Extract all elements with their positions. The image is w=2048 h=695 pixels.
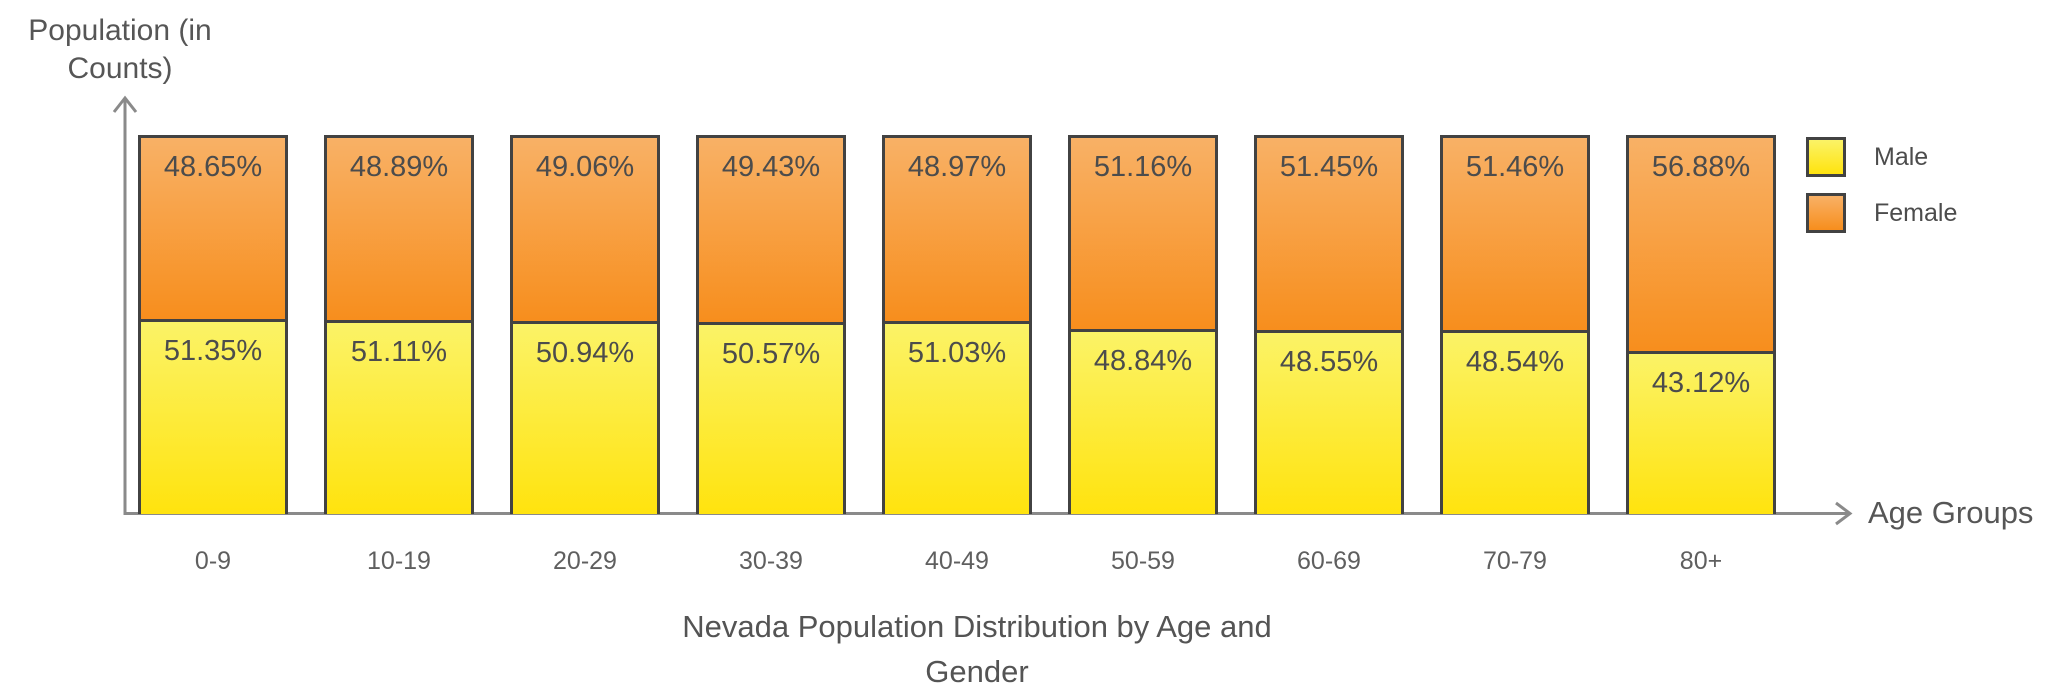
- x-tick-label: 40-49: [925, 547, 989, 575]
- y-axis-arrowhead-icon: [112, 95, 138, 113]
- male-segment: 51.35%: [138, 319, 288, 514]
- male-value-label: 48.55%: [1279, 345, 1379, 378]
- female-value-label: 49.43%: [721, 151, 821, 183]
- male-segment: 51.11%: [324, 320, 474, 514]
- bar-70-79: 51.46% 48.54%: [1440, 135, 1590, 514]
- female-value-label: 51.46%: [1465, 151, 1565, 183]
- male-value-label: 50.94%: [535, 336, 635, 369]
- female-segment: 51.16%: [1068, 135, 1218, 329]
- x-tick-label: 20-29: [553, 547, 617, 575]
- x-tick-label: 60-69: [1297, 547, 1361, 575]
- bar-20-29: 49.06% 50.94%: [510, 135, 660, 514]
- male-value-label: 50.57%: [721, 338, 821, 371]
- x-tick-label: 30-39: [739, 547, 803, 575]
- female-value-label: 49.06%: [535, 151, 635, 183]
- x-tick-label: 50-59: [1111, 547, 1175, 575]
- female-segment: 56.88%: [1626, 135, 1776, 351]
- female-value-label: 48.89%: [349, 151, 449, 183]
- legend-swatch-male: [1806, 137, 1846, 177]
- x-axis-arrowhead-icon: [1835, 501, 1853, 526]
- male-segment: 50.57%: [696, 322, 846, 514]
- bar-0-9: 48.65% 51.35%: [138, 135, 288, 514]
- female-value-label: 56.88%: [1651, 151, 1751, 183]
- chart-title: Nevada Population Distribution by Age an…: [682, 609, 1272, 689]
- male-value-label: 51.35%: [163, 335, 263, 368]
- male-value-label: 51.03%: [907, 336, 1007, 369]
- x-tick-label: 0-9: [194, 547, 232, 575]
- female-segment: 51.46%: [1440, 135, 1590, 331]
- bar-30-39: 49.43% 50.57%: [696, 135, 846, 514]
- legend-item-male: Male: [1806, 137, 1957, 177]
- x-tick-label: 80+: [1679, 547, 1723, 575]
- y-axis-title: Population (in Counts): [28, 14, 212, 86]
- bar-80+: 56.88% 43.12%: [1626, 135, 1776, 514]
- x-tick-label: 70-79: [1483, 547, 1547, 575]
- female-segment: 48.97%: [882, 135, 1032, 321]
- female-value-label: 51.45%: [1279, 151, 1379, 183]
- bar-40-49: 48.97% 51.03%: [882, 135, 1032, 514]
- x-axis-title: Age Groups: [1868, 495, 2034, 530]
- female-segment: 49.06%: [510, 135, 660, 321]
- male-value-label: 51.11%: [350, 336, 448, 369]
- male-segment: 43.12%: [1626, 350, 1776, 514]
- male-segment: 48.84%: [1068, 328, 1218, 514]
- legend-label: Male: [1874, 142, 1929, 171]
- female-value-label: 48.97%: [907, 151, 1007, 183]
- male-segment: 50.94%: [510, 320, 660, 514]
- female-segment: 48.65%: [138, 135, 288, 320]
- male-value-label: 48.84%: [1093, 344, 1193, 377]
- female-segment: 48.89%: [324, 135, 474, 321]
- bar-10-19: 48.89% 51.11%: [324, 135, 474, 514]
- male-value-label: 43.12%: [1651, 366, 1751, 399]
- female-value-label: 48.65%: [163, 151, 263, 183]
- legend: Male Female: [1806, 137, 1957, 249]
- male-value-label: 48.54%: [1465, 346, 1565, 379]
- male-segment: 51.03%: [882, 320, 1032, 514]
- legend-label: Female: [1874, 198, 1958, 227]
- bar-50-59: 51.16% 48.84%: [1068, 135, 1218, 514]
- male-segment: 48.54%: [1440, 330, 1590, 514]
- female-value-label: 51.16%: [1093, 151, 1193, 183]
- male-segment: 48.55%: [1254, 329, 1404, 514]
- legend-swatch-female: [1806, 193, 1846, 233]
- bar-60-69: 51.45% 48.55%: [1254, 135, 1404, 514]
- x-tick-label: 10-19: [367, 547, 431, 575]
- female-segment: 51.45%: [1254, 135, 1404, 330]
- legend-item-female: Female: [1806, 193, 1957, 233]
- female-segment: 49.43%: [696, 135, 846, 323]
